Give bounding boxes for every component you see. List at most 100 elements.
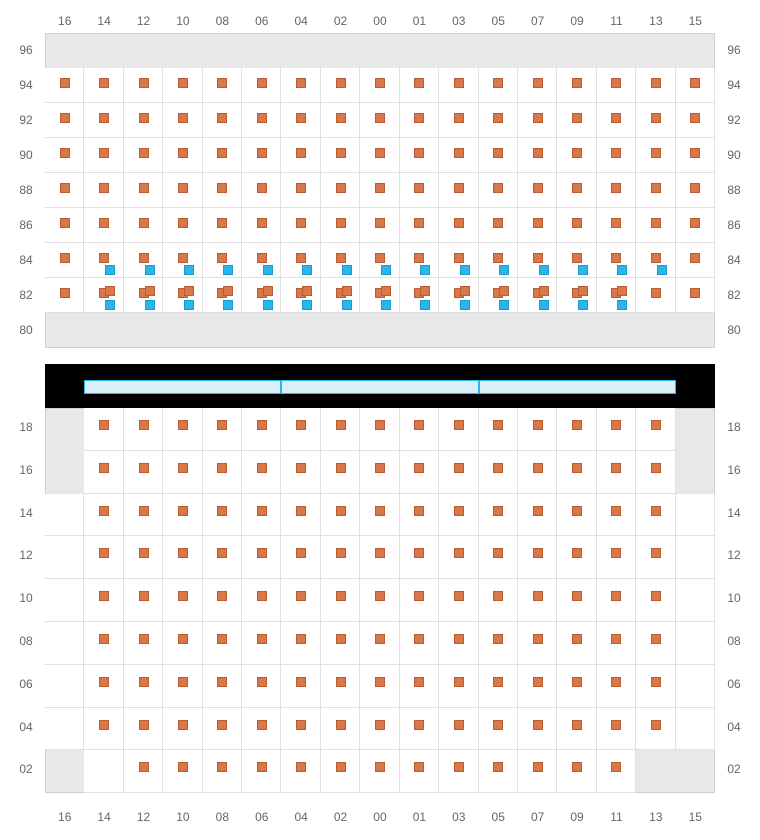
seat-orange bbox=[375, 253, 385, 263]
seat-orange bbox=[60, 288, 70, 298]
row-label-right: 80 bbox=[722, 323, 746, 337]
seat-orange bbox=[296, 762, 306, 772]
seat-orange bbox=[296, 420, 306, 430]
seat-orange bbox=[178, 183, 188, 193]
seat-orange bbox=[493, 148, 503, 158]
cell bbox=[45, 579, 84, 622]
seat-orange bbox=[454, 720, 464, 730]
seat-orange bbox=[533, 548, 543, 558]
seat-orange bbox=[533, 762, 543, 772]
seat-orange bbox=[611, 420, 621, 430]
seat-orange bbox=[493, 463, 503, 473]
seat-orange bbox=[296, 148, 306, 158]
cell bbox=[45, 708, 84, 751]
row-label-right: 14 bbox=[722, 506, 746, 520]
col-label-bottom: 04 bbox=[282, 810, 320, 824]
seat-orange bbox=[533, 420, 543, 430]
seat-orange bbox=[375, 591, 385, 601]
seat-orange bbox=[533, 677, 543, 687]
col-label-top: 04 bbox=[282, 14, 320, 28]
seat-blue bbox=[420, 300, 430, 310]
seat-orange bbox=[336, 506, 346, 516]
seat-blue bbox=[223, 300, 233, 310]
seat-orange bbox=[572, 548, 582, 558]
seat-orange bbox=[454, 634, 464, 644]
seat-orange bbox=[217, 463, 227, 473]
seat-orange bbox=[414, 113, 424, 123]
seat-orange bbox=[296, 253, 306, 263]
seat-blue bbox=[302, 265, 312, 275]
seat-orange bbox=[375, 720, 385, 730]
seat-orange bbox=[454, 548, 464, 558]
seat-blue bbox=[539, 300, 549, 310]
seat-orange bbox=[296, 506, 306, 516]
row-label-right: 94 bbox=[722, 78, 746, 92]
seat-blue bbox=[420, 265, 430, 275]
seat-orange bbox=[257, 720, 267, 730]
seat-orange bbox=[533, 591, 543, 601]
seat-orange bbox=[690, 148, 700, 158]
row-label-left: 06 bbox=[14, 677, 38, 691]
seat-orange bbox=[257, 677, 267, 687]
seat-blue bbox=[499, 265, 509, 275]
seat-orange bbox=[257, 634, 267, 644]
seat-orange bbox=[257, 506, 267, 516]
col-label-top: 01 bbox=[400, 14, 438, 28]
seat-orange bbox=[651, 720, 661, 730]
seat-orange bbox=[572, 113, 582, 123]
seat-blue bbox=[499, 300, 509, 310]
cell bbox=[676, 622, 715, 665]
seat-orange bbox=[296, 677, 306, 687]
seat-orange bbox=[217, 548, 227, 558]
seat-orange bbox=[414, 677, 424, 687]
seat-orange bbox=[99, 720, 109, 730]
seat-orange bbox=[257, 591, 267, 601]
seat-orange bbox=[257, 183, 267, 193]
seat-blue bbox=[105, 300, 115, 310]
seat-orange bbox=[178, 218, 188, 228]
seat-orange bbox=[217, 634, 227, 644]
row-label-left: 04 bbox=[14, 720, 38, 734]
seat-orange bbox=[651, 634, 661, 644]
seat-orange bbox=[493, 183, 503, 193]
row-label-left: 88 bbox=[14, 183, 38, 197]
seat-blue bbox=[578, 265, 588, 275]
seat-blue bbox=[381, 265, 391, 275]
seat-orange bbox=[572, 506, 582, 516]
seat-orange bbox=[611, 253, 621, 263]
seat-orange bbox=[611, 506, 621, 516]
seat-orange bbox=[493, 548, 503, 558]
seat-orange bbox=[178, 762, 188, 772]
seat-orange bbox=[99, 506, 109, 516]
row-label-right: 90 bbox=[722, 148, 746, 162]
seat-orange bbox=[99, 113, 109, 123]
seat-orange bbox=[651, 463, 661, 473]
seat-orange bbox=[651, 288, 661, 298]
seat-orange bbox=[651, 420, 661, 430]
row-label-right: 96 bbox=[722, 43, 746, 57]
stage-bar bbox=[281, 380, 478, 394]
col-label-bottom: 14 bbox=[85, 810, 123, 824]
seat-blue bbox=[460, 300, 470, 310]
seating-chart: 1614121008060402000103050709111315969694… bbox=[0, 0, 760, 840]
seat-orange bbox=[336, 762, 346, 772]
seat-orange bbox=[493, 677, 503, 687]
seat-orange bbox=[572, 634, 582, 644]
seat-orange bbox=[617, 286, 627, 296]
seat-orange bbox=[139, 78, 149, 88]
seat-blue bbox=[617, 265, 627, 275]
seat-orange bbox=[454, 677, 464, 687]
seat-orange bbox=[533, 148, 543, 158]
seat-orange bbox=[651, 183, 661, 193]
seat-orange bbox=[60, 183, 70, 193]
seat-orange bbox=[60, 113, 70, 123]
seat-orange bbox=[381, 286, 391, 296]
seat-orange bbox=[336, 720, 346, 730]
row-label-right: 12 bbox=[722, 548, 746, 562]
seat-orange bbox=[611, 463, 621, 473]
seat-orange bbox=[414, 148, 424, 158]
seat-orange bbox=[611, 78, 621, 88]
seat-orange bbox=[217, 148, 227, 158]
seat-orange bbox=[178, 253, 188, 263]
seat-orange bbox=[690, 183, 700, 193]
